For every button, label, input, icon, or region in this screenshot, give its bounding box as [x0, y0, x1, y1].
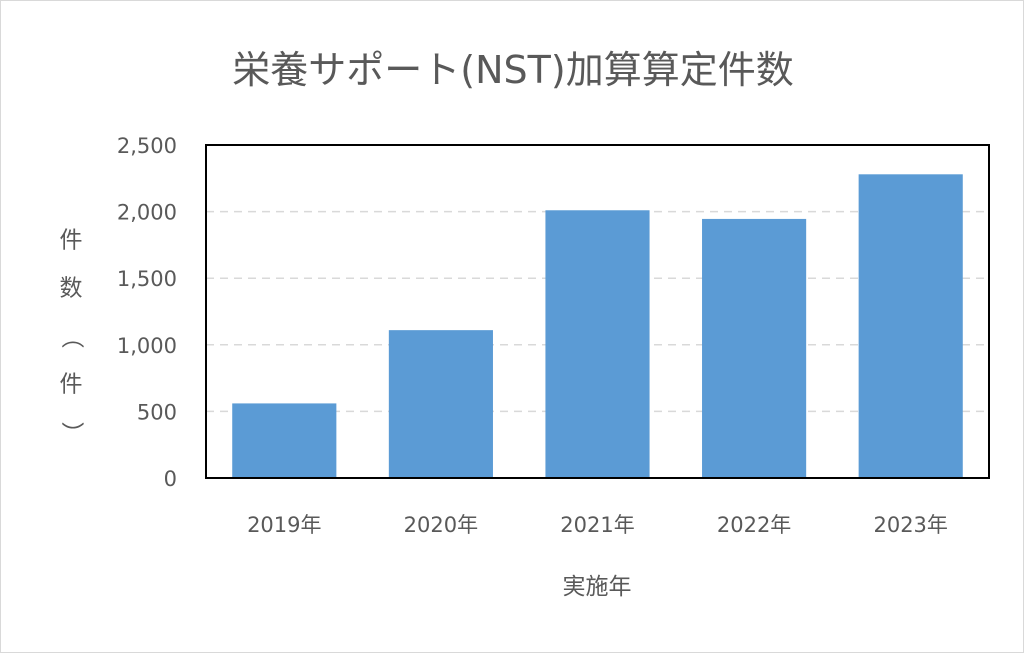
x-tick-label: 2021年 [560, 513, 634, 537]
chart-title: 栄養サポート(NST)加算算定件数 [232, 48, 793, 92]
y-tick-label: 1,000 [117, 334, 177, 358]
y-tick-label: 1,500 [117, 267, 177, 291]
plot-area-border [205, 144, 990, 479]
x-tick-label: 2022年 [717, 513, 791, 537]
y-axis-label-char: （ [59, 326, 85, 349]
y-tick-labels: 0 500 1,000 1,500 2,000 2,500 [117, 134, 177, 491]
x-tick-labels: 2019年 2020年 2021年 2022年 2023年 [247, 513, 948, 537]
y-tick-label: 500 [137, 400, 177, 424]
y-axis-label-char: 数 [60, 276, 83, 302]
y-axis-label-char: 件 [60, 228, 83, 254]
x-tick-label: 2020年 [404, 513, 478, 537]
gridlines [206, 210, 989, 413]
y-tick-label: 0 [164, 467, 177, 491]
y-tick-label: 2,000 [117, 201, 177, 225]
bar-2021年 [545, 210, 650, 478]
bars [232, 174, 963, 478]
x-tick-label: 2019年 [247, 513, 321, 537]
y-axis-label: 件数（件） [59, 228, 85, 445]
y-axis-label-char: 件 [60, 372, 83, 398]
bar-2020年 [388, 330, 493, 478]
y-axis-label-char: ） [59, 422, 85, 445]
bar-2019年 [232, 403, 337, 478]
bar-2022年 [702, 218, 807, 478]
x-axis-label: 実施年 [563, 574, 632, 600]
y-tick-label: 2,500 [117, 134, 177, 158]
x-tick-label: 2023年 [873, 513, 947, 537]
bar-2023年 [858, 174, 963, 478]
